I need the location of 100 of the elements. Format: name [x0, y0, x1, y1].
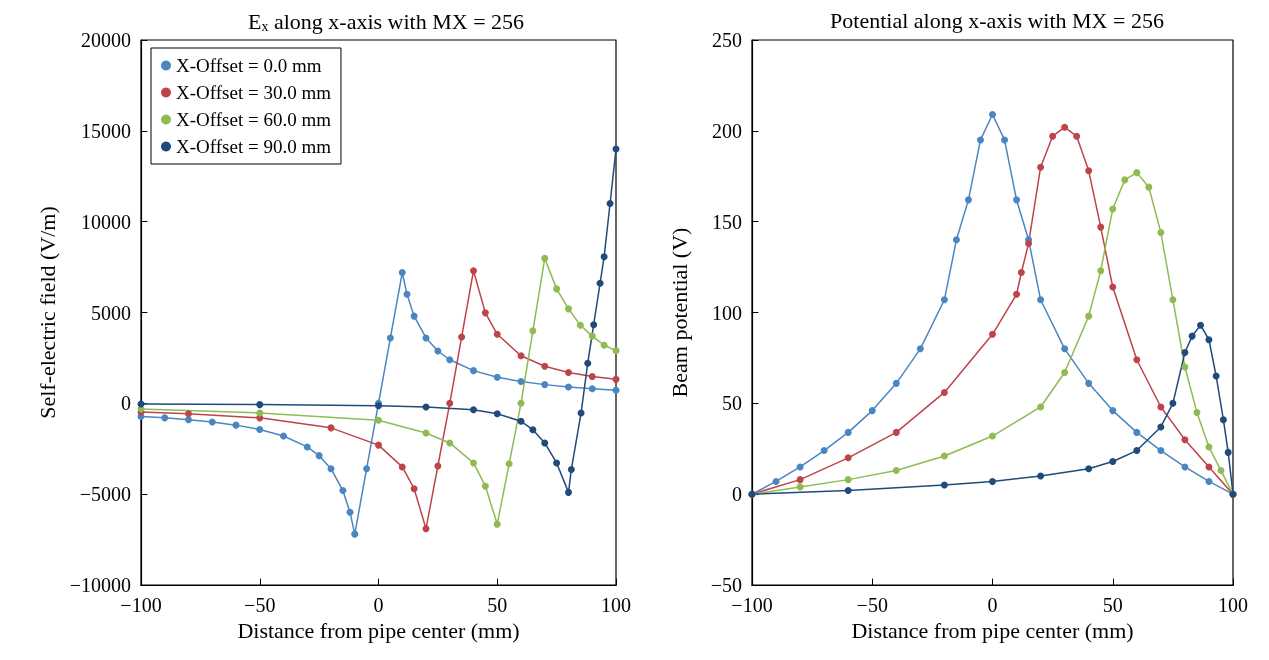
point	[1109, 205, 1117, 213]
point	[1013, 290, 1021, 298]
point	[940, 481, 948, 489]
point	[541, 254, 549, 262]
x-axis-title: Distance from pipe center (mm)	[851, 618, 1134, 644]
point	[1097, 267, 1105, 275]
point	[327, 465, 335, 473]
point	[493, 520, 501, 528]
point	[588, 385, 596, 393]
point	[541, 439, 549, 447]
point	[588, 332, 596, 340]
point	[952, 236, 960, 244]
point	[517, 352, 525, 360]
point	[844, 476, 852, 484]
point	[1037, 163, 1045, 171]
point	[584, 359, 592, 367]
point	[796, 483, 804, 491]
point	[892, 467, 900, 475]
point	[1205, 336, 1213, 344]
point	[529, 426, 537, 434]
point	[940, 388, 948, 396]
point	[481, 309, 489, 317]
point	[256, 425, 264, 433]
point	[1061, 123, 1069, 131]
point	[590, 321, 598, 329]
legend-label: X-Offset = 60.0 mm	[176, 109, 332, 130]
point	[446, 356, 454, 364]
point	[446, 399, 454, 407]
point	[256, 409, 264, 417]
point	[541, 381, 549, 389]
point	[446, 439, 454, 447]
x-tick-label: 50	[487, 594, 508, 616]
y-tick-label: 0	[732, 483, 742, 506]
point	[940, 452, 948, 460]
point	[600, 341, 608, 349]
y-tick-label: 250	[712, 29, 742, 51]
point	[772, 477, 780, 485]
legend-label: X-Offset = 90.0 mm	[176, 136, 332, 157]
point	[470, 267, 477, 275]
point	[398, 463, 406, 471]
point	[185, 416, 192, 424]
point	[517, 417, 525, 425]
y-tick-label: 10000	[81, 210, 131, 233]
point	[1133, 169, 1141, 177]
point	[1001, 136, 1009, 144]
point	[363, 465, 371, 473]
point	[517, 378, 525, 386]
point	[868, 407, 876, 415]
point	[964, 196, 972, 204]
y-tick-label: −50	[710, 574, 742, 596]
y-tick-label: 150	[712, 210, 742, 233]
point	[1181, 348, 1189, 356]
point	[422, 525, 430, 533]
point	[1197, 321, 1205, 329]
point	[844, 487, 852, 495]
legend-label: X-Offset = 30.0 mm	[176, 82, 332, 103]
point	[1133, 356, 1141, 364]
point	[517, 399, 525, 407]
legend-label: X-Offset = 0.0 mm	[176, 55, 322, 76]
point	[565, 305, 572, 313]
point	[576, 321, 584, 329]
point	[1085, 312, 1093, 320]
point	[280, 432, 287, 440]
point	[541, 362, 549, 370]
point	[505, 460, 513, 468]
point	[916, 345, 924, 353]
point	[1205, 477, 1213, 485]
point	[386, 334, 394, 342]
point	[346, 508, 354, 516]
point	[1219, 416, 1227, 424]
point	[612, 347, 620, 355]
point	[892, 379, 900, 387]
point	[458, 333, 466, 341]
point	[493, 330, 501, 338]
point	[1013, 196, 1021, 204]
y-tick-label: 5000	[91, 301, 131, 324]
point	[1109, 457, 1117, 465]
point	[1145, 183, 1153, 191]
point	[844, 428, 852, 436]
point	[588, 372, 596, 380]
y-tick-label: 100	[712, 301, 742, 324]
point	[1085, 465, 1093, 473]
point	[820, 447, 828, 455]
point	[596, 279, 604, 287]
point	[398, 269, 406, 277]
x-tick-label: 0	[987, 594, 998, 616]
point	[940, 296, 948, 304]
point	[1097, 223, 1105, 231]
point	[567, 465, 575, 473]
y-tick-label: 0	[121, 392, 131, 415]
x-tick-label: 100	[1218, 594, 1248, 616]
point	[989, 110, 996, 118]
point	[1037, 296, 1045, 304]
point	[185, 410, 192, 418]
point	[1037, 472, 1045, 480]
point	[1017, 269, 1025, 277]
y-tick-label: −10000	[69, 574, 131, 596]
point	[493, 410, 501, 418]
point	[1157, 423, 1165, 431]
point	[470, 367, 477, 375]
